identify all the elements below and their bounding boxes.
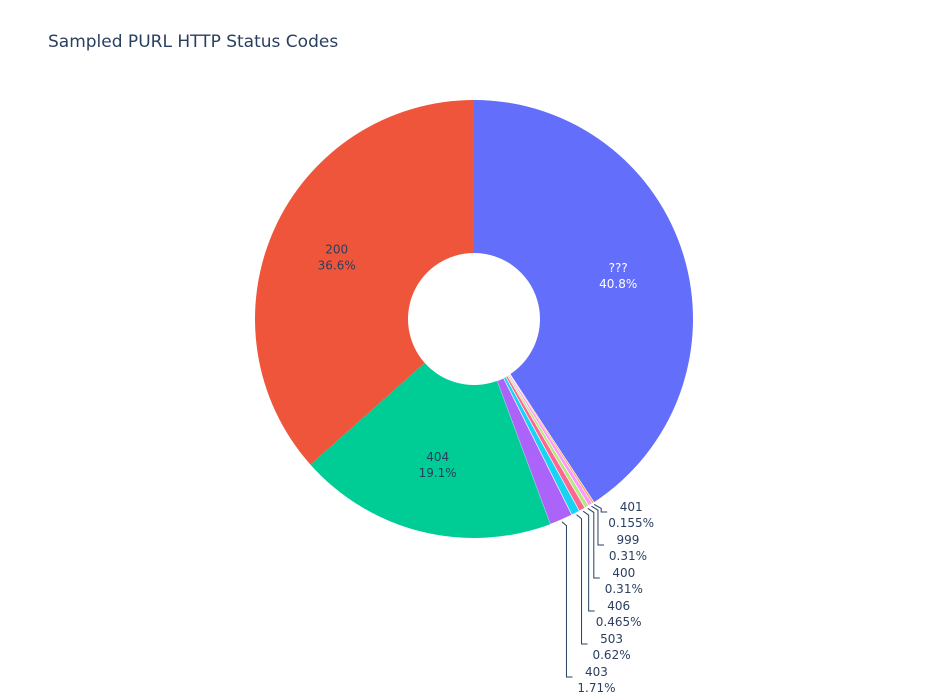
slice-label: 404 (426, 450, 449, 464)
leader-line (582, 510, 595, 612)
slice-value-label: 1.71% (577, 681, 615, 695)
slice-value-label: 0.465% (596, 615, 642, 629)
slice-value-label: 0.31% (609, 549, 647, 563)
slice-200[interactable] (254, 100, 474, 465)
slice-label: 401 (620, 500, 643, 514)
slice-label: 406 (607, 599, 630, 613)
slice-labels: ??? 40.8% 404 19.1% 200 36.6% 401 0.155% 999 0.31… (318, 242, 654, 695)
slice-label: 503 (600, 632, 623, 646)
slice-403[interactable] (496, 377, 573, 525)
chart-title: Sampled PURL HTTP Status Codes (48, 32, 339, 52)
slice-value-label: 0.155% (608, 516, 654, 530)
leader-lines (561, 504, 608, 678)
slice-value-label: 40.8% (599, 277, 637, 291)
slice-value-label: 36.6% (318, 258, 356, 272)
slice-label: 400 (612, 566, 635, 580)
leader-line (561, 521, 573, 678)
slice-qqq[interactable] (474, 100, 693, 503)
slice-label: ??? (609, 261, 628, 275)
slice-label: 999 (617, 533, 640, 547)
slice-value-label: 19.1% (419, 466, 457, 480)
leader-line (593, 504, 608, 513)
leader-line (576, 514, 588, 645)
slice-label: 403 (585, 665, 608, 679)
leader-line (587, 508, 600, 579)
slice-404[interactable] (310, 362, 551, 538)
slice-value-label: 0.31% (605, 582, 643, 596)
slices (254, 100, 693, 538)
slice-label: 200 (325, 242, 348, 256)
slice-value-label: 0.62% (592, 648, 630, 662)
leader-line (591, 505, 604, 546)
